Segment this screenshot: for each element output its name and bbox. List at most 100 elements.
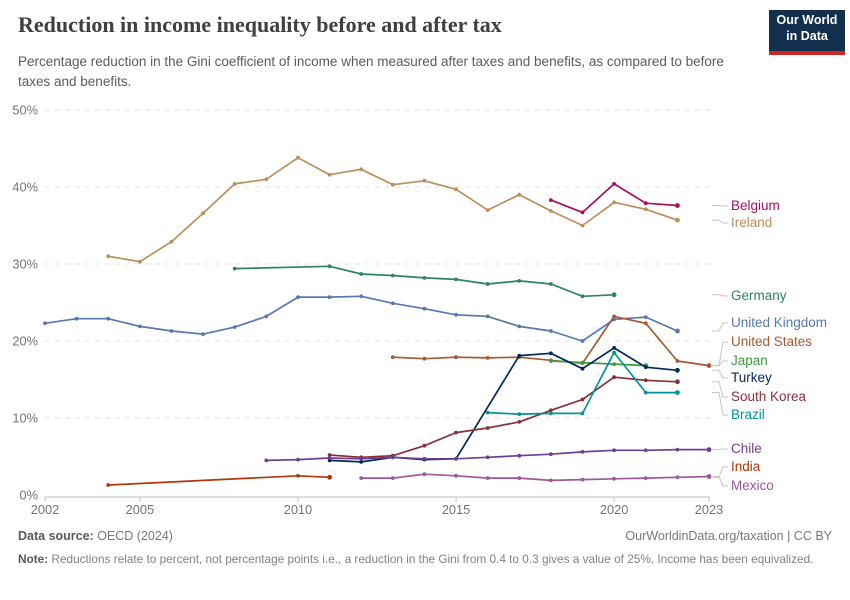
data-point-south-korea[interactable] — [485, 426, 490, 430]
data-point-turkey[interactable] — [359, 460, 364, 464]
data-point-united-states[interactable] — [454, 355, 458, 360]
data-point-ireland[interactable] — [549, 209, 553, 213]
data-point-united-states[interactable] — [422, 356, 427, 361]
data-point-mexico[interactable] — [675, 475, 680, 480]
data-point-chile[interactable] — [264, 458, 269, 463]
data-point-united-kingdom[interactable] — [454, 312, 458, 317]
line-united-kingdom[interactable] — [44, 295, 679, 342]
line-belgium[interactable] — [550, 183, 679, 214]
data-point-united-kingdom[interactable] — [580, 339, 585, 343]
line-germany[interactable] — [233, 265, 615, 298]
legend-label-chile[interactable]: Chile — [731, 441, 762, 456]
data-point-chile[interactable] — [296, 457, 300, 462]
data-point-mexico[interactable] — [359, 476, 364, 480]
data-point-united-kingdom[interactable] — [264, 314, 269, 319]
legend-label-germany[interactable]: Germany — [731, 288, 787, 303]
series-india[interactable] — [106, 466, 728, 487]
data-point-brazil[interactable] — [549, 411, 553, 416]
data-point-india[interactable] — [106, 483, 111, 487]
data-point-united-states[interactable] — [485, 356, 490, 360]
series-ireland[interactable] — [106, 155, 728, 264]
data-point-chile[interactable] — [422, 456, 427, 461]
data-point-mexico[interactable] — [549, 478, 553, 483]
data-point-belgium[interactable] — [643, 201, 648, 206]
line-japan[interactable] — [550, 360, 647, 367]
data-point-ireland[interactable] — [612, 200, 616, 205]
data-point-united-kingdom[interactable] — [106, 316, 111, 321]
data-point-japan[interactable] — [580, 360, 585, 365]
data-point-ireland[interactable] — [327, 172, 332, 177]
data-point-united-states[interactable] — [643, 321, 648, 326]
data-point-ireland[interactable] — [201, 211, 206, 216]
data-point-united-kingdom[interactable] — [422, 306, 427, 311]
series-south-korea[interactable] — [327, 375, 728, 460]
data-point-ireland[interactable] — [675, 217, 680, 223]
data-point-brazil[interactable] — [485, 410, 490, 415]
owid-logo[interactable]: Our World in Data — [769, 10, 845, 55]
data-point-chile[interactable] — [612, 448, 616, 453]
data-point-ireland[interactable] — [517, 192, 522, 197]
data-point-united-kingdom[interactable] — [359, 294, 364, 299]
data-point-united-kingdom[interactable] — [43, 321, 47, 326]
data-point-mexico[interactable] — [612, 476, 616, 481]
data-point-mexico[interactable] — [454, 473, 458, 478]
data-point-chile[interactable] — [706, 447, 712, 452]
data-point-united-kingdom[interactable] — [201, 332, 206, 336]
data-point-germany[interactable] — [549, 282, 553, 286]
data-point-germany[interactable] — [580, 294, 585, 299]
data-point-south-korea[interactable] — [422, 443, 427, 448]
data-point-ireland[interactable] — [264, 177, 269, 182]
line-south-korea[interactable] — [328, 376, 679, 459]
data-point-chile[interactable] — [454, 456, 458, 461]
data-point-germany[interactable] — [232, 266, 237, 271]
data-point-mexico[interactable] — [706, 474, 712, 479]
data-point-united-states[interactable] — [675, 359, 680, 363]
data-point-belgium[interactable] — [675, 203, 680, 208]
data-point-turkey[interactable] — [580, 366, 585, 371]
data-point-brazil[interactable] — [580, 411, 585, 416]
data-point-south-korea[interactable] — [517, 420, 522, 424]
data-point-ireland[interactable] — [643, 207, 648, 212]
data-point-india[interactable] — [296, 473, 300, 478]
data-point-brazil[interactable] — [643, 390, 648, 395]
series-mexico[interactable] — [359, 472, 728, 487]
data-point-india[interactable] — [327, 474, 332, 480]
data-point-mexico[interactable] — [390, 476, 395, 480]
legend-label-belgium[interactable]: Belgium — [731, 198, 780, 213]
data-point-chile[interactable] — [390, 455, 395, 460]
data-point-united-kingdom[interactable] — [296, 295, 300, 299]
data-point-ireland[interactable] — [232, 182, 237, 186]
data-point-turkey[interactable] — [675, 367, 680, 373]
legend-label-brazil[interactable]: Brazil — [731, 407, 765, 422]
legend-label-india[interactable]: India — [731, 459, 761, 474]
data-point-chile[interactable] — [517, 453, 522, 458]
data-point-belgium[interactable] — [612, 182, 616, 186]
data-point-ireland[interactable] — [485, 208, 490, 213]
data-point-germany[interactable] — [359, 272, 364, 276]
data-point-chile[interactable] — [359, 456, 364, 461]
data-point-mexico[interactable] — [580, 477, 585, 482]
data-point-mexico[interactable] — [517, 476, 522, 480]
data-point-ireland[interactable] — [422, 178, 427, 183]
data-point-mexico[interactable] — [643, 476, 648, 480]
data-point-brazil[interactable] — [675, 390, 680, 395]
data-point-chile[interactable] — [327, 456, 332, 460]
data-point-germany[interactable] — [485, 282, 490, 286]
series-chile[interactable] — [264, 447, 728, 463]
data-point-south-korea[interactable] — [643, 378, 648, 383]
data-point-germany[interactable] — [327, 264, 332, 269]
data-point-germany[interactable] — [517, 279, 522, 283]
data-point-turkey[interactable] — [643, 365, 648, 370]
data-point-united-kingdom[interactable] — [549, 329, 553, 333]
data-point-united-kingdom[interactable] — [390, 301, 395, 306]
line-india[interactable] — [107, 474, 331, 486]
legend-label-south-korea[interactable]: South Korea — [731, 389, 807, 404]
data-point-turkey[interactable] — [549, 351, 553, 356]
data-point-south-korea[interactable] — [580, 397, 585, 402]
data-point-united-states[interactable] — [390, 355, 395, 360]
data-point-turkey[interactable] — [612, 346, 616, 350]
data-point-south-korea[interactable] — [612, 375, 616, 380]
line-ireland[interactable] — [107, 156, 679, 263]
data-point-south-korea[interactable] — [327, 453, 332, 457]
data-point-ireland[interactable] — [454, 187, 458, 192]
